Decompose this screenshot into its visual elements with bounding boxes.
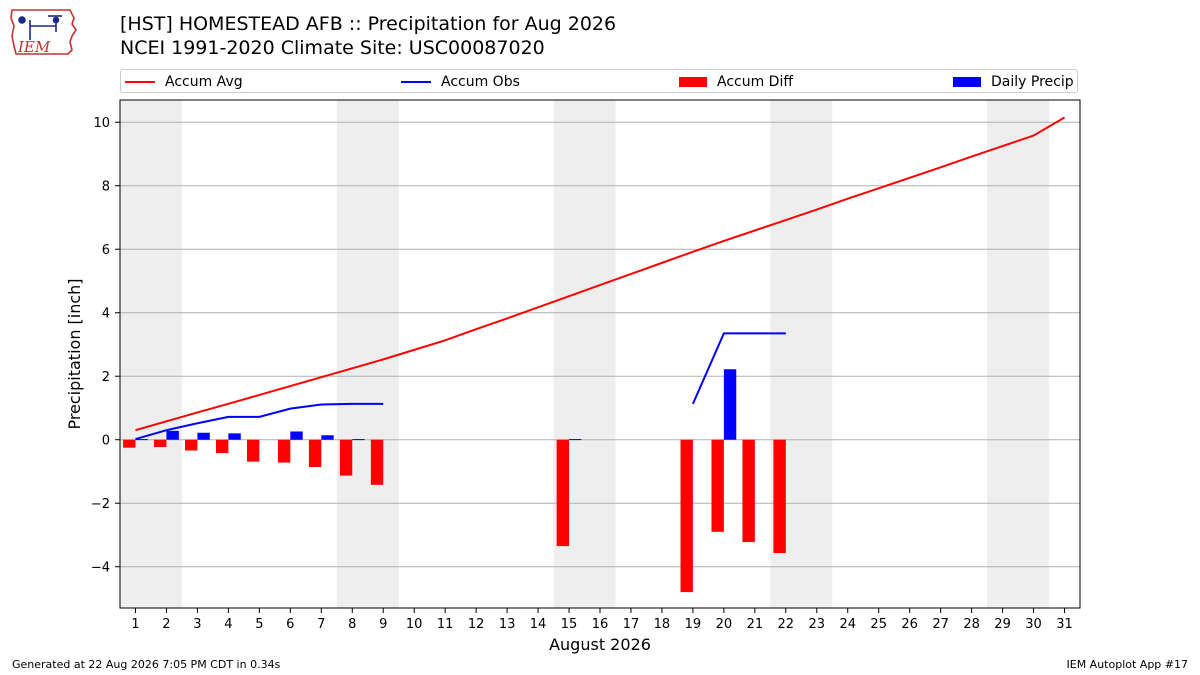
accum-diff-bar-day-2 bbox=[154, 439, 167, 448]
x-tick-label-26: 26 bbox=[901, 617, 918, 632]
x-tick-label-20: 20 bbox=[716, 617, 733, 632]
y-tick-label--4: −4 bbox=[91, 561, 110, 576]
weekend-shade-4 bbox=[987, 100, 1050, 608]
y-tick-label--2: −2 bbox=[91, 497, 110, 512]
accum-diff-bar-day-19 bbox=[680, 439, 693, 593]
accum-diff-bar-day-20 bbox=[711, 439, 724, 532]
x-axis-label: August 2026 bbox=[549, 635, 651, 654]
accum-diff-bar-day-6 bbox=[277, 439, 291, 463]
x-tick-label-22: 22 bbox=[778, 617, 795, 632]
accum-diff-bar-day-7 bbox=[308, 439, 322, 468]
x-tick-label-8: 8 bbox=[348, 617, 356, 632]
x-tick-label-9: 9 bbox=[379, 617, 387, 632]
weekend-shade-1 bbox=[336, 100, 399, 608]
legend-label-accum-avg: Accum Avg bbox=[165, 74, 243, 90]
x-tick-label-3: 3 bbox=[193, 617, 201, 632]
x-tick-label-11: 11 bbox=[437, 617, 454, 632]
x-tick-label-31: 31 bbox=[1056, 617, 1073, 632]
daily-precip-swatch bbox=[953, 77, 981, 87]
accum-diff-bar-day-9 bbox=[370, 439, 384, 485]
accum-diff-bar-day-5 bbox=[246, 439, 260, 462]
x-tick-label-21: 21 bbox=[747, 617, 764, 632]
weekend-shade-0 bbox=[120, 100, 182, 608]
x-tick-label-13: 13 bbox=[499, 617, 516, 632]
x-tick-label-1: 1 bbox=[131, 617, 139, 632]
daily-precip-bar-day-3 bbox=[197, 432, 210, 440]
daily-precip-bar-day-2 bbox=[166, 430, 179, 440]
x-tick-label-25: 25 bbox=[870, 617, 887, 632]
x-tick-label-4: 4 bbox=[224, 617, 232, 632]
chart-title: [HST] HOMESTEAD AFB :: Precipitation for… bbox=[120, 13, 617, 35]
daily-precip-bar-day-1 bbox=[135, 439, 148, 441]
daily-precip-bar-day-6 bbox=[290, 431, 303, 440]
legend-item-accum-avg: Accum Avg bbox=[125, 70, 243, 94]
legend-item-accum-obs: Accum Obs bbox=[401, 70, 520, 94]
x-tick-label-30: 30 bbox=[1025, 617, 1042, 632]
iowa-state-outline-icon bbox=[10, 9, 77, 55]
y-tick-label-8: 8 bbox=[102, 180, 110, 195]
accum-obs-swatch bbox=[401, 81, 431, 83]
x-tick-label-2: 2 bbox=[162, 617, 170, 632]
accum-diff-bar-day-3 bbox=[185, 439, 198, 451]
legend-item-accum-diff: Accum Diff bbox=[679, 70, 793, 94]
accum-diff-bar-day-1 bbox=[123, 439, 136, 448]
y-tick-label-6: 6 bbox=[102, 243, 110, 258]
daily-precip-bar-day-7 bbox=[321, 435, 334, 440]
x-tick-label-6: 6 bbox=[286, 617, 294, 632]
y-tick-label-10: 10 bbox=[93, 116, 110, 131]
legend-label-daily-precip: Daily Precip bbox=[991, 74, 1074, 90]
x-tick-label-17: 17 bbox=[623, 617, 640, 632]
x-tick-label-15: 15 bbox=[561, 617, 578, 632]
legend-label-accum-diff: Accum Diff bbox=[717, 74, 794, 90]
x-tick-label-28: 28 bbox=[963, 617, 980, 632]
accum-obs-line-segment-1 bbox=[691, 332, 786, 405]
x-tick-label-5: 5 bbox=[255, 617, 263, 632]
accum-diff-bar-day-21 bbox=[742, 439, 755, 542]
x-tick-label-7: 7 bbox=[317, 617, 325, 632]
daily-precip-bar-day-15 bbox=[569, 439, 582, 441]
accum-diff-bar-day-8 bbox=[339, 439, 353, 476]
accum-obs-line-segment-0 bbox=[135, 402, 384, 441]
autoplot-app-label: IEM Autoplot App #17 bbox=[1066, 658, 1189, 671]
daily-precip-bar-day-8 bbox=[352, 439, 365, 441]
y-tick-label-0: 0 bbox=[102, 434, 110, 449]
x-tick-label-27: 27 bbox=[932, 617, 949, 632]
accum-avg-line bbox=[135, 116, 1066, 432]
y-tick-label-4: 4 bbox=[102, 307, 110, 322]
iem-logo: IEM bbox=[10, 9, 77, 56]
daily-precip-bar-day-20 bbox=[723, 369, 737, 440]
chart-legend: Accum Avg Accum Obs Accum Diff Daily Pre… bbox=[120, 69, 1078, 93]
y-tick-label-2: 2 bbox=[102, 370, 110, 385]
x-tick-label-14: 14 bbox=[530, 617, 547, 632]
x-tick-label-23: 23 bbox=[809, 617, 826, 632]
weather-station-icon bbox=[18, 15, 62, 40]
x-tick-label-12: 12 bbox=[468, 617, 485, 632]
daily-precip-bar-day-4 bbox=[228, 433, 241, 440]
x-tick-label-24: 24 bbox=[839, 617, 856, 632]
accum-diff-bar-day-22 bbox=[773, 439, 786, 554]
legend-item-daily-precip: Daily Precip bbox=[953, 70, 1074, 94]
x-tick-label-16: 16 bbox=[592, 617, 609, 632]
accum-diff-bar-day-15 bbox=[556, 439, 570, 547]
accum-diff-swatch bbox=[679, 77, 707, 87]
x-tick-label-19: 19 bbox=[685, 617, 702, 632]
chart-subtitle: NCEI 1991-2020 Climate Site: USC00087020 bbox=[120, 37, 545, 59]
x-tick-label-29: 29 bbox=[994, 617, 1011, 632]
accum-avg-swatch bbox=[125, 81, 155, 83]
x-tick-label-18: 18 bbox=[654, 617, 671, 632]
logo-text: IEM bbox=[17, 38, 51, 56]
y-axis-label: Precipitation [inch] bbox=[65, 278, 84, 429]
generated-timestamp: Generated at 22 Aug 2026 7:05 PM CDT in … bbox=[12, 658, 281, 671]
accum-diff-bar-day-4 bbox=[216, 439, 229, 454]
x-tick-label-10: 10 bbox=[406, 617, 423, 632]
legend-label-accum-obs: Accum Obs bbox=[441, 74, 520, 90]
